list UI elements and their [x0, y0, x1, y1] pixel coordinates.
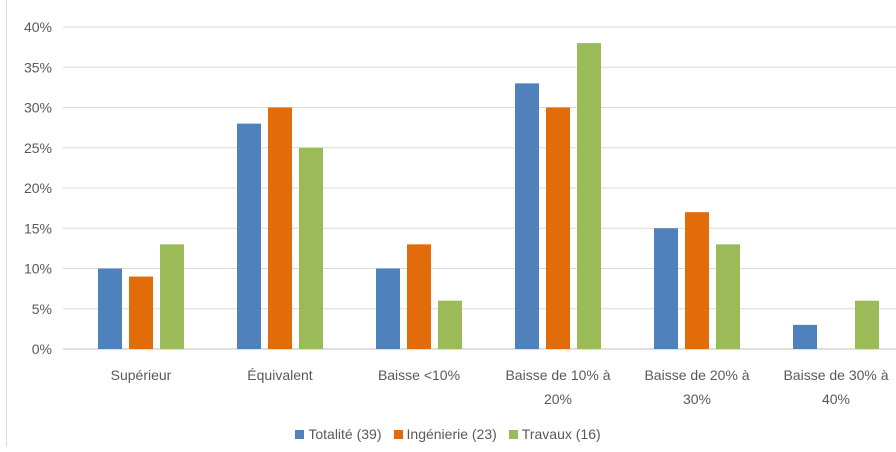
bar	[129, 276, 153, 349]
legend-item: Ingénierie (23)	[393, 426, 497, 442]
left-border	[6, 0, 7, 447]
bar	[855, 300, 879, 349]
legend-label: Ingénierie (23)	[406, 426, 497, 442]
x-tick-label: Baisse <10%	[378, 367, 460, 383]
legend-swatch	[508, 430, 518, 439]
x-tick-label: Baisse de 30% à	[783, 367, 888, 383]
x-tick-label: 40%	[822, 391, 850, 407]
x-tick-label: Baisse de 10% à	[505, 367, 610, 383]
bar	[98, 268, 122, 349]
y-tick-label: 35%	[24, 59, 52, 75]
y-tick-label: 20%	[24, 180, 52, 196]
bar	[515, 83, 539, 349]
bar	[716, 244, 740, 349]
bar	[160, 244, 184, 349]
x-tick-label: Supérieur	[111, 367, 172, 383]
y-tick-label: 15%	[24, 220, 52, 236]
y-tick-label: 40%	[24, 19, 52, 35]
x-tick-label: Baisse de 20% à	[644, 367, 749, 383]
legend-label: Totalité (39)	[308, 426, 382, 442]
x-tick-label: 20%	[544, 391, 572, 407]
legend-item: Totalité (39)	[295, 426, 382, 442]
bar	[577, 43, 601, 349]
legend: Totalité (39) Ingénierie (23) Travaux (16)	[0, 426, 896, 442]
legend-item: Travaux (16)	[508, 426, 601, 442]
bar	[654, 228, 678, 349]
y-tick-label: 0%	[32, 341, 52, 357]
y-tick-label: 25%	[24, 140, 52, 156]
bar	[546, 107, 570, 349]
bar	[438, 300, 462, 349]
y-tick-label: 30%	[24, 100, 52, 116]
bar	[376, 268, 400, 349]
bar	[685, 212, 709, 349]
legend-label: Travaux (16)	[521, 426, 601, 442]
bar	[793, 324, 817, 349]
x-tick-label: 30%	[683, 391, 711, 407]
legend-swatch	[393, 430, 403, 439]
y-tick-label: 5%	[32, 301, 52, 317]
bar	[407, 244, 431, 349]
legend-swatch	[295, 430, 305, 439]
bar	[237, 123, 261, 349]
x-tick-label: Équivalent	[247, 367, 312, 383]
y-tick-label: 10%	[24, 261, 52, 277]
bar	[268, 107, 292, 349]
bar	[299, 147, 323, 349]
